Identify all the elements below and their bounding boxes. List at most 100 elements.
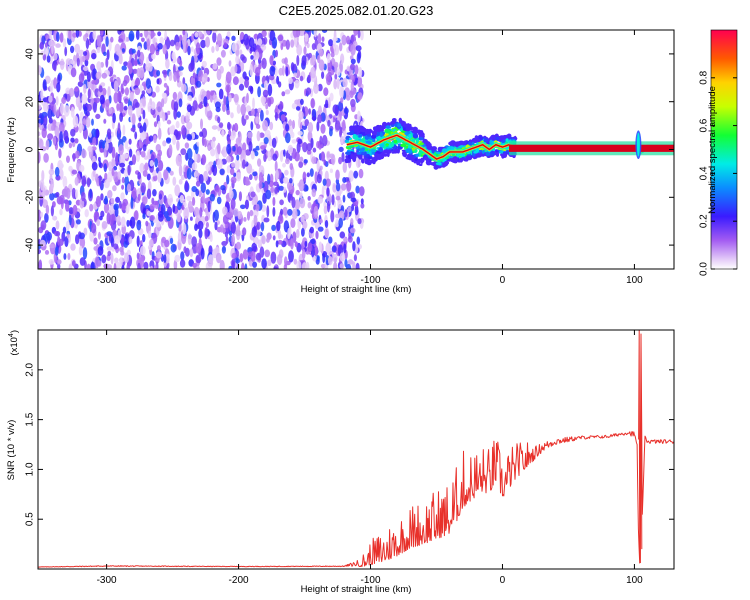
- spectrogram-noise-cell: [95, 71, 102, 80]
- spectrogram-noise-cell: [178, 179, 183, 185]
- spectrogram-noise-cell: [123, 61, 128, 66]
- spectrogram-noise-cell: [81, 93, 88, 105]
- spectrogram-noise-cell: [164, 239, 170, 248]
- spectrogram-noise-cell: [360, 203, 365, 209]
- spectrogram-noise-cell: [198, 228, 203, 239]
- spectrogram-noise-cell: [48, 168, 55, 176]
- spectrogram-noise-cell: [103, 118, 107, 124]
- spectrogram-noise-cell: [74, 43, 81, 54]
- spectrogram-noise-cell: [349, 74, 354, 80]
- spectrogram-noise-cell: [255, 221, 261, 230]
- spectrogram-noise-cell: [141, 96, 146, 107]
- spectrogram-noise-cell: [315, 230, 319, 240]
- spectrogram-noise-cell: [155, 251, 162, 259]
- spectrogram-noise-cell: [290, 218, 296, 229]
- spectrogram-noise-cell: [157, 170, 162, 183]
- spectrogram-noise-cell: [148, 135, 154, 142]
- spectrogram-noise-cell: [340, 136, 344, 145]
- spectrogram-noise-cell: [71, 187, 76, 199]
- spectrogram-noise-cell: [230, 176, 237, 184]
- spectrogram-signal-cell: [408, 133, 412, 140]
- spectrogram-noise-cell: [50, 125, 55, 131]
- spectrogram-noise-cell: [352, 261, 356, 269]
- spectrogram-signal-cell: [382, 153, 388, 157]
- spectrogram-noise-cell: [113, 262, 117, 269]
- spectrogram-noise-cell: [134, 131, 138, 140]
- spectrogram-noise-cell: [43, 45, 49, 57]
- spectrogram-noise-cell: [232, 145, 236, 152]
- spectrogram-noise-cell: [53, 61, 57, 72]
- spectrogram-noise-cell: [209, 233, 213, 243]
- spectrogram-noise-cell: [249, 63, 254, 77]
- spectrogram-noise-cell: [69, 87, 75, 97]
- spectrogram-signal-cell: [403, 152, 407, 158]
- spectrogram-signal-cell: [397, 123, 402, 128]
- spectrogram-noise-cell: [108, 107, 113, 115]
- spectrogram-noise-cell: [205, 90, 211, 100]
- spectrogram-noise-cell: [71, 169, 78, 175]
- snr-background: [38, 330, 674, 569]
- spectrogram-noise-cell: [124, 87, 129, 96]
- spectrogram-noise-cell: [259, 132, 265, 138]
- spectrogram-noise-cell: [205, 189, 210, 195]
- spectrogram-noise-cell: [156, 78, 160, 85]
- spectrogram-y-tick-label: -20: [25, 190, 36, 205]
- spectrogram-signal-cell: [372, 126, 379, 130]
- spectrogram-noise-cell: [43, 102, 49, 112]
- spectrogram-noise-cell: [194, 170, 199, 178]
- spectrogram-noise-cell: [341, 87, 344, 98]
- spectrogram-noise-cell: [74, 138, 79, 144]
- spectrogram-noise-cell: [318, 59, 325, 71]
- spectrogram-noise-cell: [191, 132, 195, 140]
- spectrogram-noise-cell: [182, 30, 186, 36]
- spectrogram-noise-cell: [182, 222, 187, 235]
- spectrogram-noise-cell: [349, 227, 356, 234]
- spectrogram-noise-cell: [157, 149, 162, 157]
- spectrogram-noise-cell: [307, 242, 313, 253]
- snr-y-tick-label: 0.5: [25, 512, 36, 526]
- spectrogram-noise-cell: [207, 200, 211, 213]
- spectrogram-signal-cell: [432, 146, 437, 151]
- spectrogram-noise-cell: [306, 150, 312, 155]
- spectrogram-noise-cell: [101, 254, 107, 264]
- spectrogram-noise-cell: [103, 202, 110, 214]
- spectrogram-noise-cell: [104, 195, 108, 205]
- spectrogram-noise-cell: [257, 158, 262, 167]
- spectrogram-noise-cell: [243, 33, 249, 46]
- spectrogram-noise-cell: [185, 115, 190, 124]
- spectrogram-noise-cell: [186, 104, 192, 113]
- spectrogram-noise-cell: [183, 246, 187, 254]
- spectrogram-noise-cell: [158, 193, 163, 200]
- spectrogram-noise-cell: [108, 214, 114, 226]
- spectrogram-signal-cell: [449, 159, 454, 162]
- spectrogram-noise-cell: [186, 133, 193, 140]
- spectrogram-noise-cell: [114, 235, 121, 245]
- spectrogram-noise-cell: [140, 151, 146, 158]
- spectrogram-noise-cell: [306, 42, 310, 49]
- spectrogram-noise-cell: [139, 84, 143, 93]
- spectrogram-noise-cell: [290, 62, 295, 72]
- spectrogram-noise-cell: [341, 34, 347, 46]
- spectrogram-noise-cell: [301, 227, 305, 237]
- spectrogram-noise-cell: [317, 83, 323, 92]
- spectrogram-noise-cell: [262, 119, 269, 132]
- spectrogram-noise-cell: [335, 195, 341, 201]
- spectrogram-noise-cell: [314, 245, 318, 257]
- spectrogram-noise-cell: [124, 98, 129, 104]
- spectrogram-noise-cell: [339, 252, 346, 262]
- spectrogram-noise-cell: [154, 158, 158, 168]
- spectrogram-noise-cell: [283, 264, 288, 269]
- spectrogram-signal-cell: [461, 158, 467, 161]
- spectrogram-signal-cell: [442, 162, 448, 167]
- spectrogram-noise-cell: [180, 148, 187, 156]
- spectrogram-noise-cell: [272, 153, 278, 161]
- spectrogram-noise-cell: [113, 92, 119, 104]
- spectrogram-noise-cell: [139, 32, 143, 38]
- spectrogram-noise-cell: [240, 103, 247, 116]
- spectrogram-noise-cell: [83, 106, 88, 115]
- spectrogram-noise-cell: [321, 71, 325, 79]
- spectrogram-noise-cell: [89, 203, 94, 212]
- spectrogram-noise-cell: [176, 57, 180, 64]
- spectrogram-noise-cell: [75, 150, 80, 159]
